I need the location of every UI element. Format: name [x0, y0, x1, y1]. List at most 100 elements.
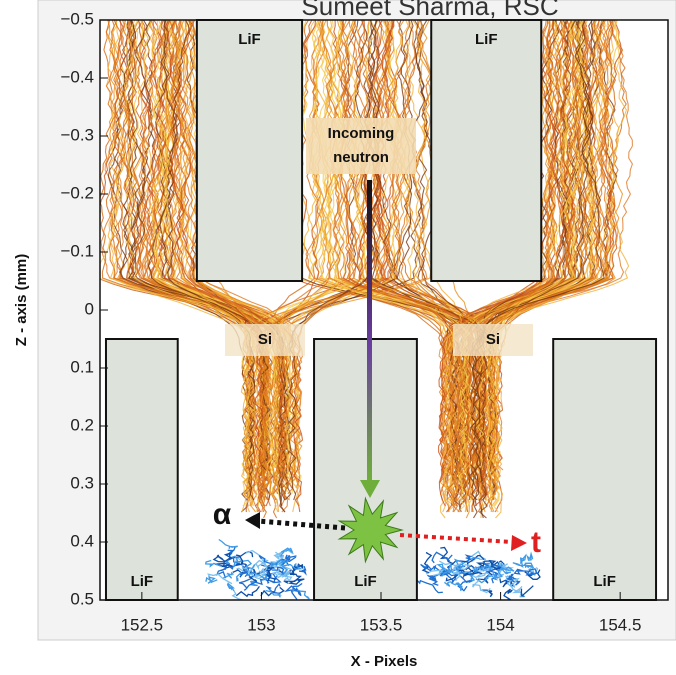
y-tick-label: −0.1: [60, 241, 94, 260]
y-tick-label: 0.2: [70, 415, 94, 434]
product-track: [441, 562, 455, 577]
product-track: [235, 586, 260, 598]
y-tick-label: 0.4: [70, 531, 94, 550]
track: [125, 20, 263, 513]
track: [474, 20, 591, 477]
product-track: [444, 581, 457, 587]
product-track: [524, 569, 541, 580]
track: [448, 20, 614, 513]
si-label: Si: [486, 331, 500, 348]
si-label: Si: [258, 331, 272, 348]
product-track: [226, 582, 236, 592]
product-track: [420, 563, 437, 572]
x-tick-label: 154: [486, 615, 514, 634]
track: [244, 20, 393, 513]
product-track: [463, 569, 483, 577]
alpha-path: [257, 518, 346, 531]
region-label: LiF: [131, 573, 154, 590]
regions: LiF LiF LiF LiF LiF: [104, 19, 658, 601]
product-track: [246, 572, 268, 581]
product-track: [298, 565, 307, 576]
track: [170, 20, 253, 501]
tracks: [100, 20, 634, 600]
track: [484, 20, 557, 495]
product-track: [457, 565, 469, 578]
t-label: t: [531, 526, 541, 559]
track: [478, 20, 591, 519]
product-track: [291, 563, 304, 570]
product-track: [205, 576, 218, 584]
track: [279, 20, 404, 483]
product-track: [448, 573, 457, 584]
product-track: [475, 560, 499, 568]
product-track: [499, 578, 508, 588]
y-tick-label: 0.1: [70, 357, 94, 376]
product-track: [265, 582, 281, 593]
product-track: [472, 578, 491, 594]
lif-region: [195, 19, 304, 282]
product-track: [278, 547, 294, 558]
product-track: [238, 572, 253, 589]
track: [332, 20, 489, 501]
region-label: LiF: [238, 31, 261, 48]
track: [320, 20, 468, 501]
track: [325, 20, 485, 471]
alpha-label: α: [213, 498, 232, 531]
t-path: [399, 533, 513, 544]
product-track: [455, 582, 463, 591]
track: [263, 20, 353, 489]
product-track: [241, 567, 266, 580]
product-track: [505, 575, 516, 588]
y-tick-label: −0.4: [60, 67, 94, 86]
track: [105, 20, 281, 495]
product-track: [414, 577, 443, 594]
track: [248, 20, 370, 501]
track: [271, 20, 433, 513]
product-track: [282, 570, 293, 583]
track: [465, 20, 566, 477]
track: [125, 20, 265, 513]
product-track: [466, 554, 485, 574]
x-tick-label: 153: [247, 615, 275, 634]
product-track: [506, 573, 514, 581]
product-track: [265, 589, 282, 598]
track: [321, 20, 464, 477]
region-label: LiF: [354, 573, 377, 590]
x-tick-label: 152.5: [121, 615, 164, 634]
track: [445, 20, 609, 477]
neutron-label-bg: [306, 118, 416, 174]
y-tick-label: 0.3: [70, 473, 94, 492]
track: [464, 20, 577, 483]
product-track: [268, 573, 282, 584]
x-tick-label: 154.5: [599, 615, 642, 634]
product-track: [421, 552, 433, 574]
product-track: [204, 559, 222, 568]
track: [144, 20, 264, 513]
y-tick-label: −0.2: [60, 183, 94, 202]
product-track: [218, 538, 238, 549]
product-track: [216, 554, 231, 568]
x-tick-label: 153.5: [360, 615, 403, 634]
product-track: [292, 582, 303, 597]
product-track: [424, 565, 445, 577]
product-track: [525, 568, 538, 576]
track: [393, 20, 487, 513]
lif-region: [552, 338, 658, 601]
track: [288, 20, 377, 501]
product-track: [523, 562, 535, 569]
track: [164, 20, 291, 471]
track: [456, 20, 585, 489]
product-track: [474, 567, 491, 578]
track: [108, 20, 285, 477]
track: [412, 20, 472, 513]
product-track: [260, 586, 285, 597]
lif-region: [104, 338, 179, 601]
product-track: [259, 561, 268, 575]
product-track: [520, 585, 534, 597]
product-track: [233, 559, 256, 570]
product-track: [427, 574, 439, 586]
title: Sumeet Sharma, RSC: [301, 0, 558, 21]
track: [471, 20, 605, 519]
product-track: [527, 566, 539, 577]
